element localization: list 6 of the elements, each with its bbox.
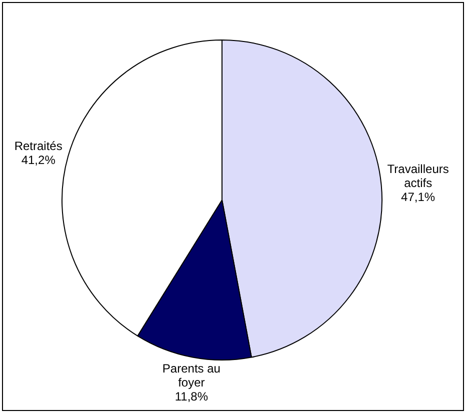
slice-label: Retraités <box>14 138 62 153</box>
data-label: 47,1% <box>401 190 436 204</box>
data-label: 11,8% <box>174 389 208 404</box>
data-label: 41,2% <box>21 152 56 167</box>
slice-label: Parents au foyer <box>162 361 220 390</box>
slice-label: Travailleurs actifs <box>387 162 449 190</box>
